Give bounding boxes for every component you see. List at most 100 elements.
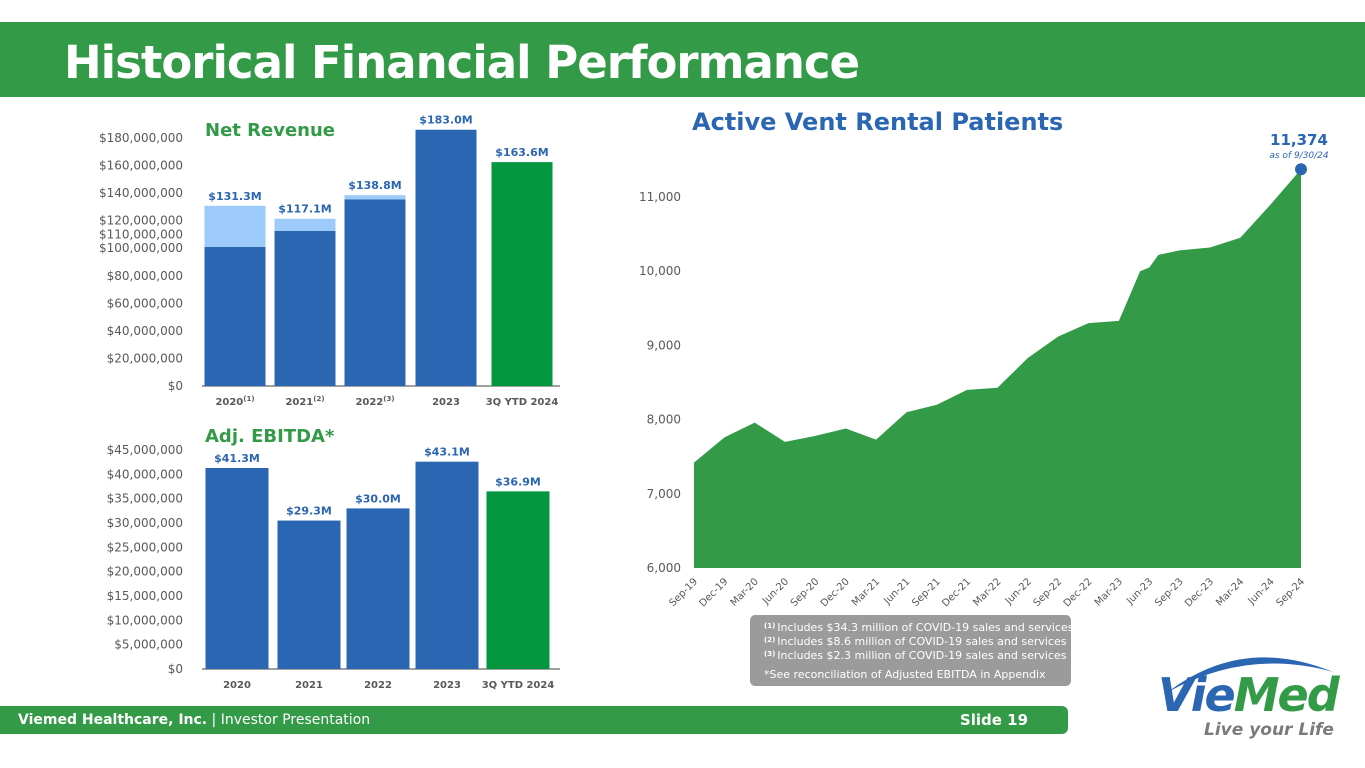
y-tick-label: $40,000,000 <box>107 324 183 338</box>
data-label: $43.1M <box>424 446 470 459</box>
y-tick-label: $0 <box>168 379 183 393</box>
data-label: $138.8M <box>348 179 401 192</box>
adj-ebitda-chart: $0 $5,000,000 $10,000,000 $15,000,000 $20,00… <box>107 443 560 691</box>
x-tick-label: Dec-22 <box>1062 576 1095 609</box>
footnote-2: (2) Includes $8.6 million of COVID-19 sal… <box>764 635 1067 648</box>
y-tick-label: $20,000,000 <box>107 351 183 365</box>
bar <box>486 491 550 669</box>
vent-patients-title: Active Vent Rental Patients <box>692 108 1064 136</box>
x-tick-label: Jun-22 <box>1003 576 1034 607</box>
bar <box>274 230 336 386</box>
y-tick-label: $140,000,000 <box>99 186 183 200</box>
x-tick-label: Dec-21 <box>940 576 973 609</box>
data-label: $183.0M <box>419 114 472 127</box>
footnote-3: (3) Includes $2.3 million of COVID-19 sal… <box>764 649 1067 662</box>
data-label: $163.6M <box>495 146 548 159</box>
x-tick-superscript: (1) <box>243 395 254 403</box>
y-tick-label: $30,000,000 <box>107 516 183 530</box>
y-tick-label: $45,000,000 <box>107 443 183 457</box>
x-tick-label: Dec-20 <box>819 576 852 609</box>
y-tick-label: $25,000,000 <box>107 540 183 554</box>
latest-value-date: as of 9/30/24 <box>1269 151 1329 161</box>
y-tick-label: $60,000,000 <box>107 296 183 310</box>
bar <box>491 162 553 386</box>
x-tick-label: Jun-24 <box>1246 576 1277 607</box>
y-tick-label: 9,000 <box>647 338 681 352</box>
y-tick-label: $180,000,000 <box>99 131 183 145</box>
x-tick-label: 3Q YTD 2024 <box>482 680 555 691</box>
x-tick-label: Jun-21 <box>881 576 912 607</box>
y-tick-label: 10,000 <box>639 264 681 278</box>
x-tick-label: Mar-23 <box>1093 576 1125 608</box>
x-tick-label: Sep-21 <box>910 576 943 609</box>
footnote-1: (1) Includes $34.3 million of COVID-19 sa… <box>764 621 1074 634</box>
x-tick-label: Mar-20 <box>729 576 761 608</box>
bar <box>346 508 410 669</box>
bar <box>415 461 479 669</box>
x-tick-label: 2023 <box>432 397 460 408</box>
logo-swoosh-icon <box>1168 657 1333 692</box>
y-tick-label: $15,000,000 <box>107 589 183 603</box>
latest-point-marker <box>1295 163 1307 176</box>
bar-segment-covid <box>274 218 336 231</box>
x-tick-superscript: (3) <box>383 395 394 403</box>
x-tick-label: Sep-19 <box>667 576 700 609</box>
bar-segment-covid <box>204 205 266 247</box>
logo-tagline: Live your Life <box>1204 720 1334 740</box>
adj-ebitda-title: Adj. EBITDA* <box>205 426 335 447</box>
footer-bar: Viemed Healthcare, Inc. | Investor Prese… <box>0 706 1068 734</box>
y-tick-label: 8,000 <box>647 413 681 427</box>
data-label: $131.3M <box>208 190 261 203</box>
y-tick-label: $160,000,000 <box>99 159 183 173</box>
latest-value-callout: 11,374 <box>1270 131 1328 149</box>
y-tick-label: $20,000,000 <box>107 565 183 579</box>
bar <box>415 129 477 386</box>
bar <box>344 199 406 386</box>
y-tick-label: $110,000,000 <box>99 227 183 241</box>
x-tick-label: Sep-24 <box>1274 576 1307 609</box>
x-tick-label: Mar-21 <box>850 576 882 608</box>
footer-separator: | <box>207 712 221 728</box>
x-tick-label: 2020 <box>223 680 251 691</box>
x-tick-label: Jun-20 <box>760 576 791 607</box>
page-title: Historical Financial Performance <box>64 36 860 89</box>
y-tick-label: $80,000,000 <box>107 269 183 283</box>
y-tick-label: $35,000,000 <box>107 492 183 506</box>
x-tick-label: Sep-22 <box>1032 576 1065 609</box>
x-tick-label: 3Q YTD 2024 <box>486 397 559 408</box>
x-tick-label: Sep-20 <box>789 576 822 609</box>
slide-number: Slide 19 <box>959 711 1028 729</box>
y-tick-label: $10,000,000 <box>107 613 183 627</box>
data-label: $41.3M <box>214 452 260 465</box>
footer-doc: Investor Presentation <box>220 712 371 728</box>
net-revenue-chart: $0 $20,000,000 $40,000,000 $60,000,000 $80,0… <box>99 114 560 408</box>
viemed-logo: VieMed Live your Life <box>1148 640 1348 745</box>
x-tick-label: 2021 <box>295 680 323 691</box>
bar-segment-covid <box>344 195 406 200</box>
ebitda-reconciliation-note: *See reconciliation of Adjusted EBITDA i… <box>764 668 1046 681</box>
footer-label: Viemed Healthcare, Inc. | Investor Prese… <box>18 712 370 728</box>
x-tick-label: Dec-19 <box>697 576 730 609</box>
x-tick-label: Jun-23 <box>1124 576 1155 607</box>
x-tick-label: Sep-23 <box>1153 576 1186 609</box>
vent-patients-chart: 6,0007,0008,0009,00010,00011,000Sep-19De… <box>639 131 1329 609</box>
y-tick-label: 11,000 <box>639 190 681 204</box>
footnotes-box: (1) Includes $34.3 million of COVID-19 sa… <box>750 615 1074 686</box>
net-revenue-title: Net Revenue <box>205 120 335 141</box>
x-tick-label: 2023 <box>433 680 461 691</box>
footer-company: Viemed Healthcare, Inc. <box>18 712 208 728</box>
y-tick-label: 6,000 <box>647 561 681 575</box>
x-tick-superscript: (2) <box>313 395 324 403</box>
bar <box>277 520 341 669</box>
y-tick-label: 7,000 <box>647 487 681 501</box>
data-label: $29.3M <box>286 505 332 518</box>
x-tick-label: Mar-22 <box>971 576 1003 608</box>
x-tick-label: Dec-23 <box>1183 576 1216 609</box>
title-bar: Historical Financial Performance <box>0 22 1365 97</box>
x-tick-label: Mar-24 <box>1214 576 1246 608</box>
bar <box>204 246 266 386</box>
x-tick-label: 2022 <box>364 680 392 691</box>
logo-wordmark: VieMed <box>1158 668 1340 722</box>
y-tick-label: $120,000,000 <box>99 214 183 228</box>
data-label: $117.1M <box>278 203 331 216</box>
